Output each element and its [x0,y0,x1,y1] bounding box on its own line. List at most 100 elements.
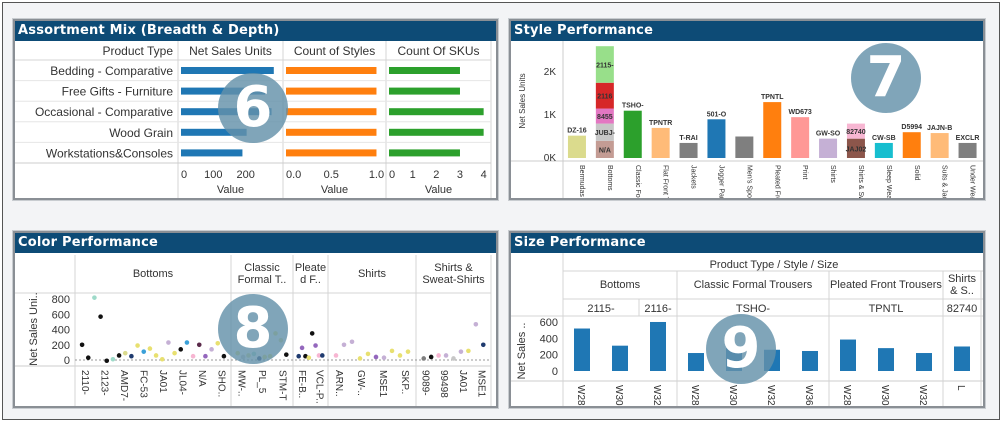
panel-title: Color Performance [15,233,496,253]
bar-label: TSHO- [622,103,644,110]
axis-tick-label: 200 [236,169,254,181]
x-tick-label: Flat Front Trousers [662,165,669,198]
y-tick-label: 400 [52,325,70,337]
bar [389,149,460,157]
x-tick-label: JA01 [157,370,168,393]
axis-title: Value [217,184,244,196]
x-tick-label: Shirts & Sw.. [857,165,864,198]
data-point [405,349,411,354]
bar-label: TPNTR [649,120,672,127]
data-point [397,353,403,358]
x-tick-label: Under Wear [969,165,976,198]
data-point [104,358,110,364]
bar [574,328,590,371]
x-tick-label: FE-B.. [296,370,307,398]
data-point [480,342,486,348]
data-point [284,352,289,357]
bar [286,128,377,136]
data-point [436,353,441,358]
style-performance-panel: Style Performance Net Sales Units 0K 1K 2K D… [509,19,985,200]
x-tick-label: N/A [196,370,207,387]
row-label: Workstations&Consoles [46,146,173,160]
bar [878,348,894,371]
data-point [190,353,196,359]
data-point [85,355,91,361]
axis-tick-label: 1.0 [369,169,384,181]
x-tick-label: W36 [803,385,814,406]
x-tick-label: VCL-P.. [313,370,324,404]
row-label: Occasional - Comparative [35,105,173,119]
data-point [141,349,147,354]
data-point [443,353,449,358]
bar [954,346,970,371]
style-header: 82740 [947,303,978,315]
data-point [381,355,387,361]
data-point [203,353,208,359]
data-point [92,295,97,300]
data-point [209,347,214,352]
x-tick-label: W28 [689,385,700,406]
data-point [466,348,471,354]
x-tick-label: GW-.. [355,370,366,396]
bar-segment [819,138,838,158]
row-label: Free Gifts - Furniture [62,85,174,99]
bar-label: 8455 [597,114,613,121]
x-tick-label: 9089- [419,370,430,396]
group-header: Shirts & S.. [947,273,977,297]
x-tick-label: Sleep Wear [885,165,892,198]
y-axis-title: Net Sales Units [518,73,527,128]
x-tick-label: 2123- [98,370,109,396]
x-tick-label: Bermudas [578,165,585,197]
bar-segment [567,135,586,158]
y-tick-label: 2K [544,67,557,78]
axis-tick-label: 0.0 [286,169,301,181]
axis-tick-label: 2 [433,169,439,181]
x-tick-label: Shirts [829,165,836,183]
data-point [215,340,221,346]
data-point [309,331,315,336]
bar-label: WD673 [788,109,811,116]
bar [286,67,377,74]
group-header: Shirts [357,268,387,280]
data-point [79,342,85,348]
bar-label: JAJN-B [927,125,952,132]
bar-segment [735,136,754,158]
x-tick-label: MSE1 [476,370,487,398]
data-point [299,345,305,351]
x-tick-label: AMD7- [118,370,129,401]
bar [840,339,856,371]
axis-tick-label: 0 [181,169,187,181]
bar [802,350,818,371]
x-tick-label: W30 [613,385,624,406]
data-point [110,356,116,362]
group-header: Bottoms [599,279,641,291]
bar [286,108,377,116]
data-point [421,356,427,361]
x-tick-label: SHO.. [215,370,226,397]
x-tick-label: Jackets [690,165,697,189]
x-tick-label: ARN.. [333,370,344,397]
bar [181,149,243,157]
x-tick-label: W28 [841,385,852,406]
data-point [184,340,190,345]
bar [181,67,274,74]
bar-segment [930,133,949,158]
data-point [153,353,159,358]
assortment-mix-panel: Assortment Mix (Breadth & Depth) Product… [13,19,498,200]
bar-label: EXCLR [956,135,980,142]
data-point [365,351,371,357]
data-point [221,353,227,359]
data-point [458,349,464,354]
bar [916,353,932,371]
data-point [473,321,479,327]
x-tick-label: Men's Sports.. [745,165,752,198]
x-tick-label: W30 [879,385,890,406]
bar-label: CW-SB [872,135,896,142]
bar-segment [595,140,614,158]
y-axis-title: Net Sales Uni.. [28,292,40,365]
column-header: Net Sales Units [189,44,272,58]
bar-segment [874,142,893,158]
x-tick-label: Print [801,165,808,179]
bar-segment [846,138,865,158]
